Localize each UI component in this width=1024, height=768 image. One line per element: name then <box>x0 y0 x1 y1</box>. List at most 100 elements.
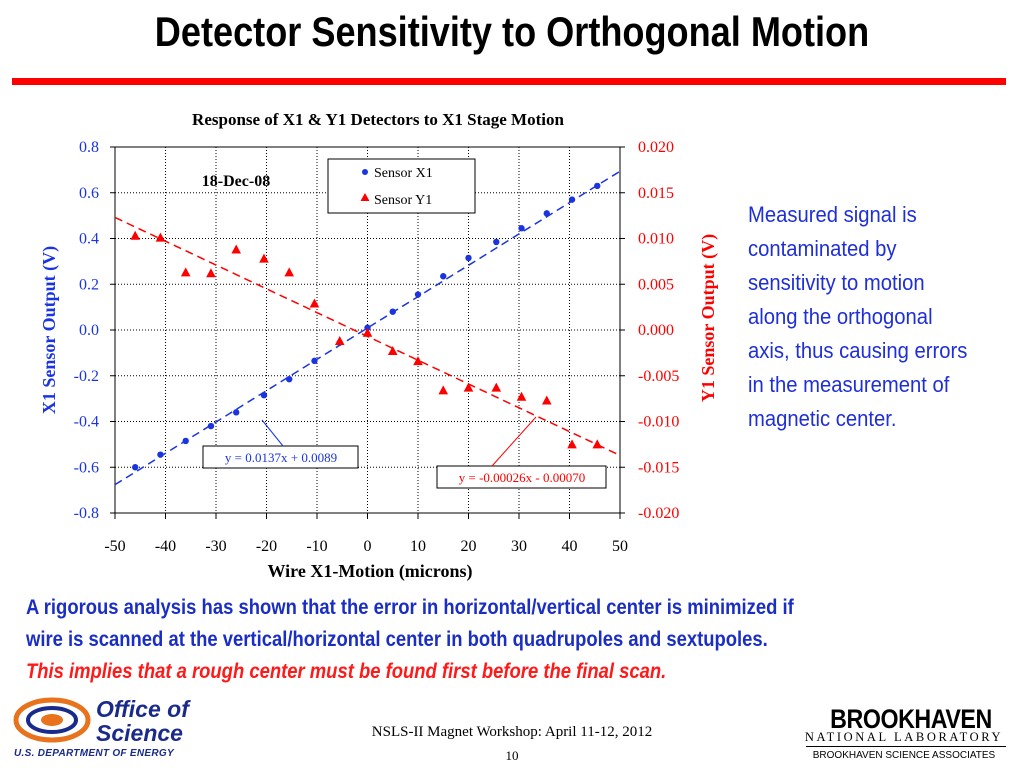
fit-label-x1: y = 0.0137x + 0.0089 <box>225 450 337 465</box>
x-tick-label: 20 <box>461 538 477 555</box>
x-tick-label: 40 <box>562 538 578 555</box>
y-tick-label-left: -0.2 <box>74 368 99 385</box>
legend-label-sensor-y1: Sensor Y1 <box>374 193 432 208</box>
x-tick-label: 10 <box>410 538 426 555</box>
data-point-sensor-y1 <box>413 356 423 366</box>
doe-office-of-science-logo <box>13 697 91 743</box>
legend-marker-sensor-x1 <box>362 169 368 175</box>
fit-label-y1: y = -0.00026x - 0.00070 <box>459 470 586 485</box>
doe-logo-line-1: Office of <box>96 696 189 722</box>
data-point-sensor-x1 <box>594 182 601 190</box>
data-point-sensor-y1 <box>130 230 140 240</box>
data-point-sensor-y1 <box>155 232 166 242</box>
data-point-sensor-y1 <box>334 335 345 345</box>
legend-label-sensor-x1: Sensor X1 <box>374 166 433 181</box>
data-point-sensor-x1 <box>465 254 472 262</box>
data-point-sensor-x1 <box>260 391 268 399</box>
y-tick-label-right: -0.020 <box>638 505 679 522</box>
data-point-sensor-y1 <box>284 267 295 277</box>
data-point-sensor-x1 <box>364 324 371 331</box>
y-tick-label-right: 0.000 <box>638 322 674 339</box>
analysis-text: A rigorous analysis has shown that the e… <box>26 592 992 688</box>
y-axis-label-left: X1 Sensor Output (V) <box>39 246 60 414</box>
y-axis-label-right: Y1 Sensor Output (V) <box>698 234 719 402</box>
y-tick-label-right: -0.005 <box>638 368 679 385</box>
y-tick-label-right: 0.005 <box>638 276 674 293</box>
x-tick-label: -20 <box>256 538 277 555</box>
fit-label-box-x1 <box>202 445 359 469</box>
chart-title: Response of X1 & Y1 Detectors to X1 Stag… <box>192 110 564 129</box>
data-point-sensor-x1 <box>233 409 240 416</box>
data-point-sensor-x1 <box>414 291 422 298</box>
doe-logo-line-2: Science <box>96 720 183 746</box>
fit-label-box-y1 <box>436 465 607 489</box>
data-point-sensor-x1 <box>543 210 550 217</box>
x-tick-label: -50 <box>104 538 125 555</box>
data-point-sensor-y1 <box>438 385 449 395</box>
data-point-sensor-x1 <box>493 238 500 246</box>
y-tick-label-right: 0.020 <box>638 139 674 156</box>
page-number: 10 <box>505 748 519 763</box>
y-tick-label-left: 0.0 <box>79 322 99 339</box>
data-point-sensor-x1 <box>286 375 293 383</box>
bnl-logo-line-3: BROOKHAVEN SCIENCE ASSOCIATES <box>812 750 996 761</box>
scatter-chart: Response of X1 & Y1 Detectors to X1 Stag… <box>39 110 719 582</box>
data-point-sensor-y1 <box>541 395 552 405</box>
slide-title: Detector Sensitivity to Orthogonal Motio… <box>154 8 870 55</box>
bnl-logo-rule <box>806 746 1006 747</box>
date-label: 18-Dec-08 <box>202 173 270 190</box>
data-point-sensor-y1 <box>463 382 474 392</box>
y-tick-label-left: 0.8 <box>79 139 99 156</box>
fit-line-sensor-x1 <box>115 170 620 486</box>
data-point-sensor-y1 <box>231 244 241 254</box>
data-point-sensor-y1 <box>592 439 603 449</box>
y-tick-label-right: -0.015 <box>638 459 679 476</box>
data-point-sensor-x1 <box>132 464 139 471</box>
data-point-sensor-y1 <box>206 268 216 278</box>
data-point-sensor-x1 <box>311 357 318 365</box>
data-point-sensor-y1 <box>516 391 527 401</box>
analysis-line-1: A rigorous analysis has shown that the e… <box>26 596 794 619</box>
data-point-sensor-y1 <box>567 439 577 449</box>
data-point-sensor-y1 <box>362 327 373 337</box>
y-tick-label-right: 0.015 <box>638 185 674 202</box>
analysis-line-2: wire is scanned at the vertical/horizont… <box>26 628 768 651</box>
x-axis-label: Wire X1-Motion (microns) <box>268 561 473 582</box>
data-point-sensor-y1 <box>259 253 269 263</box>
x-tick-label: 0 <box>364 538 372 555</box>
fit-pointer-y1 <box>491 416 537 467</box>
x-tick-label: -30 <box>205 538 226 555</box>
y-tick-label-left: -0.6 <box>74 459 99 476</box>
data-point-sensor-y1 <box>387 346 398 356</box>
doe-logo-line-3: U.S. DEPARTMENT OF ENERGY <box>14 748 174 759</box>
x-tick-label: 50 <box>612 538 628 555</box>
data-point-sensor-y1 <box>180 267 191 277</box>
y-tick-label-left: 0.4 <box>79 231 99 248</box>
title-underline-bar <box>12 78 1006 85</box>
fit-pointer-x1 <box>261 419 284 447</box>
data-point-sensor-x1 <box>389 308 396 315</box>
y-tick-label-right: -0.010 <box>638 414 679 431</box>
y-tick-label-right: 0.010 <box>638 231 674 248</box>
y-tick-label-left: 0.6 <box>79 185 99 202</box>
x-tick-label: -40 <box>155 538 176 555</box>
side-note: Measured signal is contaminated by sensi… <box>748 202 968 431</box>
analysis-line-3: This implies that a rough center must be… <box>26 660 667 683</box>
legend-box <box>327 158 476 214</box>
x-tick-label: -10 <box>306 538 327 555</box>
data-point-sensor-y1 <box>491 382 502 392</box>
y-tick-label-left: 0.2 <box>79 276 99 293</box>
data-point-sensor-x1 <box>157 451 164 458</box>
data-point-sensor-x1 <box>182 437 189 445</box>
y-tick-label-left: -0.4 <box>74 414 99 431</box>
data-point-sensor-x1 <box>440 273 447 280</box>
data-point-sensor-x1 <box>568 196 576 203</box>
y-tick-label-left: -0.8 <box>74 505 99 522</box>
bnl-logo-line-2: NATIONAL LABORATORY <box>804 730 1004 744</box>
legend-marker-sensor-y1 <box>360 193 370 201</box>
data-point-sensor-x1 <box>207 422 215 430</box>
x-tick-label: 30 <box>511 538 527 555</box>
bnl-logo-line-1: BROOKHAVEN <box>830 704 992 734</box>
data-point-sensor-x1 <box>518 225 525 232</box>
footer-workshop: NSLS-II Magnet Workshop: April 11-12, 20… <box>371 724 653 740</box>
